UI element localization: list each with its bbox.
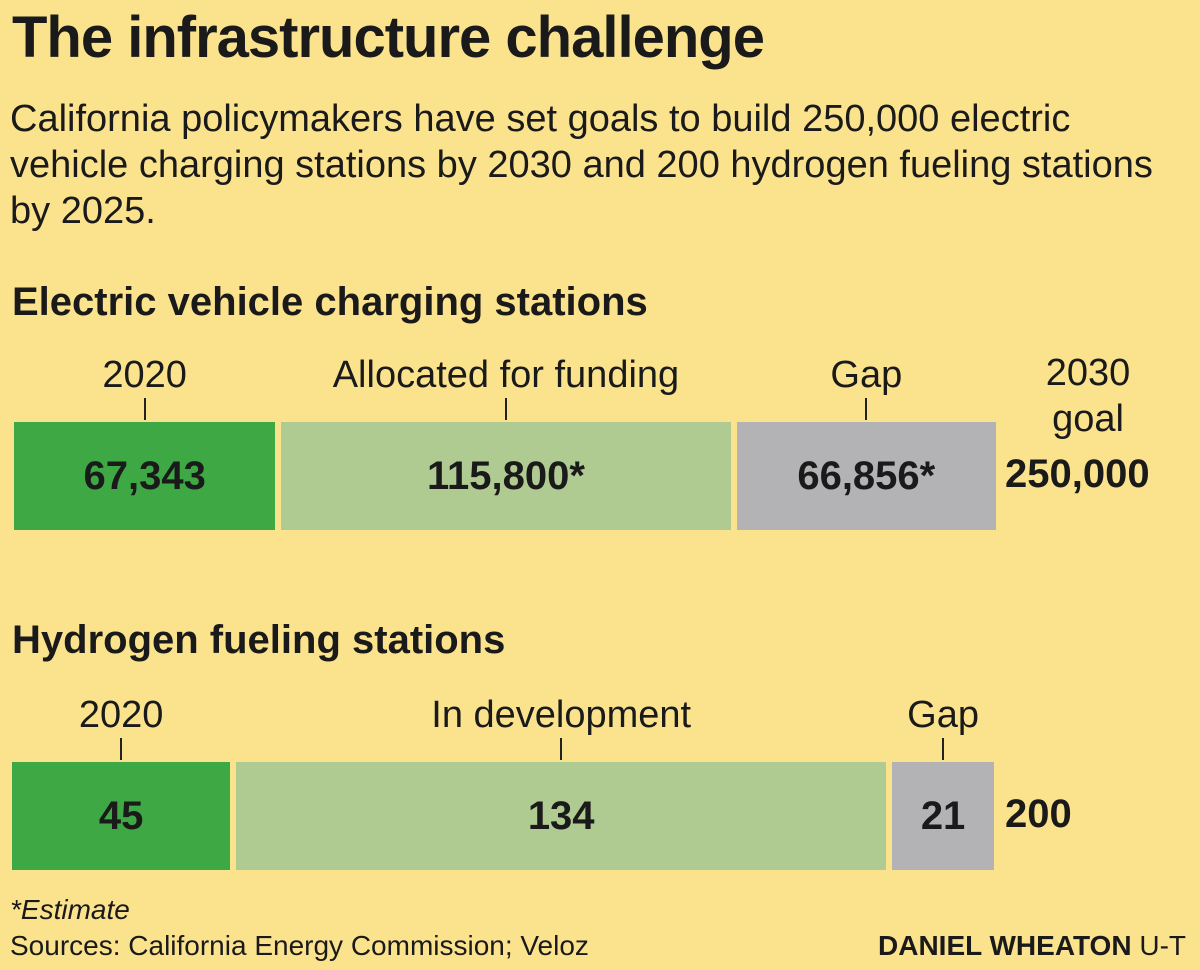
bar-value-gap: 21 [920,793,966,838]
credit-org: U-T [1139,930,1186,961]
segment-label-allocated-for-funding: Allocated for funding [332,354,680,396]
chart-title: The infrastructure challenge [12,5,765,70]
bar-gap: 21 [892,762,994,870]
chart-subtitle: California policymakers have set goals t… [10,98,1153,232]
bar-in-development: 134 [236,762,887,870]
segment-label-2020: 2020 [102,354,187,396]
ev-stacked-bar-chart: 67,343 2020 115,800* Allocated for funding 6… [0,350,1200,540]
bar-2020: 45 [12,762,231,870]
sources-note: Sources: California Energy Commission; V… [10,930,589,961]
bar-gap: 66,856* [736,422,996,530]
bar-value-gap: 66,856* [797,453,936,498]
estimate-footnote: *Estimate [10,894,130,925]
goal-label: 2030 goal [1045,352,1131,440]
bar-value-2020: 67,343 [83,453,206,498]
segment-tick-gap [865,398,868,420]
segment-tick-gap [942,738,945,760]
segment-label-gap: Gap [830,354,903,396]
bar-2020: 67,343 [14,422,276,530]
segment-label-gap: Gap [907,694,979,736]
bar-allocated-for-funding: 115,800* [281,422,731,530]
goal-value: 250,000 [1005,452,1150,496]
segment-tick-2020 [143,398,146,420]
ev-section-title: Electric vehicle charging stations [12,280,648,324]
goal-value: 200 [1005,792,1072,836]
segment-tick-in-development [560,738,563,760]
bar-value-allocated-for-funding: 115,800* [426,453,585,498]
segment-tick-allocated-for-funding [504,398,507,420]
credit-line: DANIEL WHEATON U-T [878,930,1186,962]
bar-value-in-development: 134 [527,793,595,838]
bar-value-2020: 45 [98,793,144,838]
segment-label-in-development: In development [431,694,692,736]
segment-label-2020: 2020 [78,694,164,736]
credit-name: DANIEL WHEATON [878,930,1132,961]
segment-tick-2020 [120,738,123,760]
hydrogen-section-title: Hydrogen fueling stations [12,618,506,662]
hydrogen-stacked-bar-chart: 45 2020 134 In development 21 Gap 200 [0,690,1200,880]
